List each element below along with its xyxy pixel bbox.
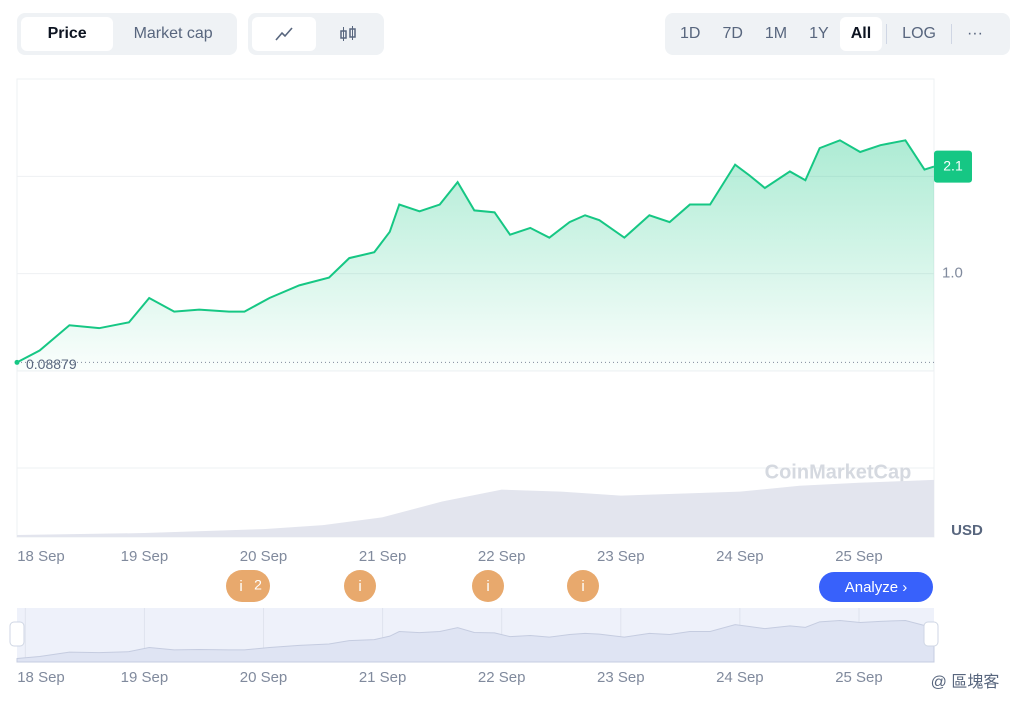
event-marker [226,570,270,602]
tab[interactable]: Market cap [133,25,213,42]
range-button[interactable]: 7D [722,25,743,42]
navigator-handle [923,621,939,647]
x-tick-label: 19 Sep [121,548,169,565]
watermark: CoinMarketCap [765,461,912,483]
line-icon [275,27,293,41]
divider [886,24,888,44]
navigator-tick-label: 22 Sep [478,669,526,686]
range-button[interactable]: 1M [764,25,788,42]
candle-style-button[interactable] [316,17,380,51]
navigator-tick-label: 19 Sep [121,669,169,686]
navigator-tick-label: 24 Sep [716,669,764,686]
range-group: 1D 7D 1M 1Y All LOG ··· [665,13,1010,55]
range-button[interactable]: 1D [680,25,701,42]
x-tick-label: 20 Sep [240,548,288,565]
current-price-label: 2.1 [943,157,963,173]
navigator-tick-label: 20 Sep [240,669,288,686]
event-icon: i [358,578,361,595]
event-icon: i [581,578,584,595]
y-tick-label: 1.0 [942,265,963,282]
range-button[interactable]: 1Y [809,25,829,42]
range-button[interactable]: All [839,17,883,51]
analyze-label: Analyze [844,578,899,596]
navigator-tick-label: 18 Sep [17,669,65,686]
event-count: 2 [254,577,262,593]
navigator-area [16,619,935,663]
current-price-badge [934,150,972,183]
x-tick-label: 25 Sep [835,548,883,565]
navigator-tick-label: 25 Sep [835,669,883,686]
x-tick-label: 18 Sep [17,548,65,565]
candle-icon [340,26,356,41]
x-tick-label: 21 Sep [359,548,407,565]
currency-label: USD [951,522,983,539]
event-marker [472,570,504,602]
x-tick-label: 24 Sep [716,548,764,565]
navigator-tick-label: 23 Sep [597,669,645,686]
y-tick-label: 2.0 [942,167,963,184]
price-area [17,140,934,371]
more-button[interactable]: ··· [966,25,983,42]
tab[interactable]: Price [21,17,114,51]
event-marker [567,570,599,602]
x-tick-label: 22 Sep [478,548,526,565]
analyze-button[interactable]: Analyze › [819,572,933,602]
open-dot [14,359,20,365]
tab-group: Price Market cap [17,13,237,55]
x-tick-label: 23 Sep [597,548,645,565]
chart-style-group [248,13,384,55]
divider [950,24,952,44]
source-watermark: @ 區塊客 [931,673,1000,691]
event-marker [344,570,376,602]
navigator [17,608,934,662]
navigator-handle [9,621,25,647]
volume-area [17,479,934,537]
price-line [16,139,935,364]
line-style-button[interactable] [252,17,316,51]
log-button[interactable]: LOG [902,25,936,42]
plot-frame [16,78,935,538]
event-icon: i [486,578,489,595]
event-icon: i [239,578,242,595]
navigator-tick-label: 21 Sep [359,669,407,686]
open-label: 0.08879 [26,356,77,372]
